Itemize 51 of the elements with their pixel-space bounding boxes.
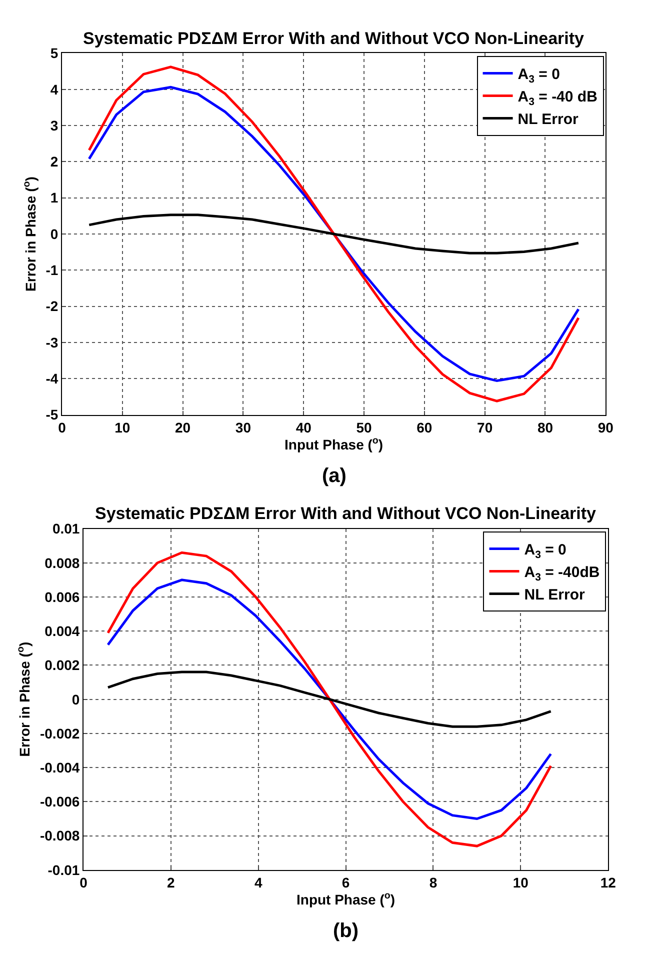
y-tick-label: -2 [46, 298, 58, 314]
legend-label: A$_{3}$ = 0 [518, 66, 560, 86]
y-tick-label: 0 [72, 691, 80, 708]
text: (a) [322, 465, 346, 487]
y-tick-label: 0 [50, 226, 58, 242]
legend-label: NL Error [518, 111, 579, 128]
legend-label: A$_{3}$ = -40dB [524, 564, 600, 584]
y-tick-label: 0.006 [44, 588, 80, 605]
legend-label: A$_{3}$ = -40 dB [518, 88, 598, 108]
y-tick-label: -5 [46, 406, 58, 423]
y-tick-label: -4 [46, 370, 58, 387]
y-tick-label: 0.008 [44, 554, 80, 571]
y-tick-label: 1 [50, 190, 58, 206]
x-tick-label: 4 [254, 874, 262, 891]
legend-label: NL Error [524, 586, 585, 604]
x-tick-label: 80 [537, 420, 554, 436]
y-tick-label: -0.002 [40, 725, 80, 742]
chart-title: Systematic PDΣΔM Error With and Without VCO Non-Linearity [83, 29, 585, 48]
y-tick-label: -0.01 [48, 862, 80, 878]
line-series [88, 214, 580, 254]
x-tick-label: 70 [477, 420, 493, 436]
y-tick-label: 3 [50, 117, 58, 134]
y-tick-label: 5 [50, 45, 58, 62]
x-tick-label: 6 [342, 874, 350, 891]
x-tick-label: 50 [356, 420, 372, 436]
x-tick-label: 2 [167, 874, 176, 891]
y-tick-label: -1 [46, 262, 58, 278]
text: (b) [333, 920, 359, 942]
y-tick-label: -0.008 [40, 828, 80, 844]
y-tick-label: -0.006 [40, 794, 80, 810]
x-tick-label: 40 [296, 420, 312, 436]
x-axis-title: Input Phase ($^{o}$) [296, 890, 396, 908]
legend-label: A$_{3}$ = 0 [524, 542, 566, 561]
y-tick-label: 0.002 [44, 657, 80, 674]
x-tick-label: 90 [598, 420, 614, 436]
chart-title: Systematic PDΣΔM Error With and Without VCO Non-Linearity [95, 504, 597, 523]
x-tick-label: 20 [174, 420, 191, 436]
y-tick-label: 0.004 [44, 623, 80, 640]
y-tick-label: 2 [50, 154, 58, 170]
line-series [106, 670, 552, 728]
x-tick-label: 10 [512, 874, 529, 891]
x-tick-label: 12 [600, 874, 616, 891]
y-tick-label: 0.01 [52, 520, 80, 537]
x-tick-label: 30 [235, 420, 252, 436]
y-tick-label: -0.004 [40, 759, 80, 776]
x-axis-title: Input Phase ($^{o}$) [284, 436, 384, 452]
y-tick-label: -3 [46, 334, 58, 350]
x-tick-label: 8 [429, 874, 438, 891]
y-tick-label: 4 [50, 81, 58, 98]
x-tick-label: 10 [114, 420, 130, 436]
x-tick-label: 60 [416, 420, 432, 436]
